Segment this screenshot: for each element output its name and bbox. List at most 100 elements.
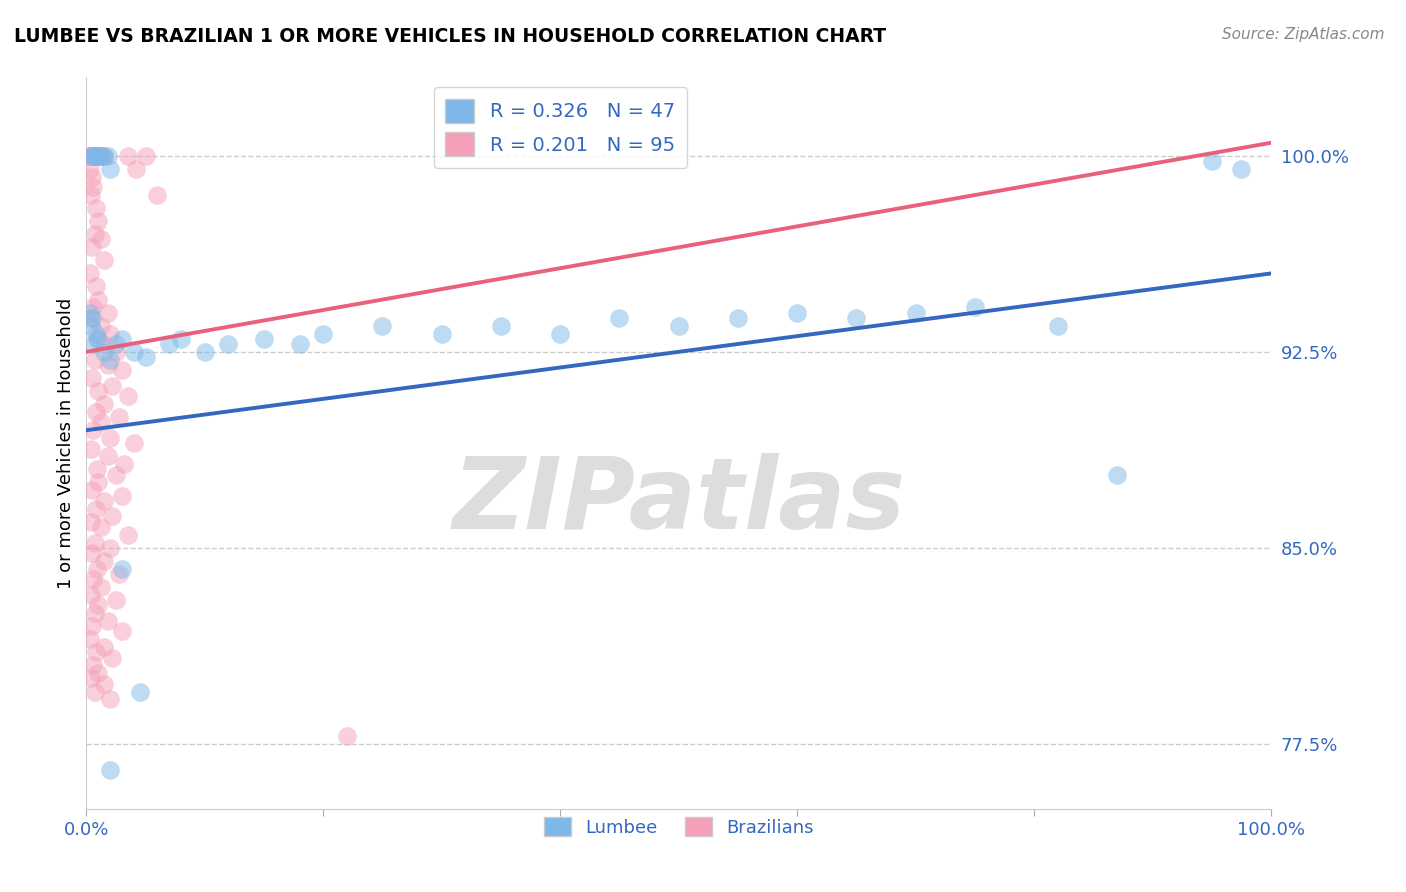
Point [87, 599, 110, 613]
Point [93, 149, 115, 163]
Point [1107, 467, 1129, 482]
Point [97, 450, 120, 464]
Point [84, 326, 107, 341]
Point [845, 310, 868, 325]
Y-axis label: 1 or more Vehicles in Household: 1 or more Vehicles in Household [58, 298, 75, 589]
Point [93, 640, 115, 654]
Text: LUMBEE VS BRAZILIAN 1 OR MORE VEHICLES IN HOUSEHOLD CORRELATION CHART: LUMBEE VS BRAZILIAN 1 OR MORE VEHICLES I… [14, 27, 886, 45]
Point [79, 267, 101, 281]
Point [104, 344, 127, 359]
Point [82, 483, 104, 498]
Point [111, 489, 134, 503]
Point [157, 337, 180, 351]
Point [87, 214, 110, 228]
Point [253, 332, 276, 346]
Point [89, 149, 111, 163]
Point [89, 232, 111, 246]
Point [83, 149, 105, 163]
Point [97, 614, 120, 628]
Point [82, 658, 104, 673]
Point [336, 729, 359, 743]
Point [98, 692, 121, 706]
Point [84, 201, 107, 215]
Point [80, 442, 103, 456]
Point [86, 562, 108, 576]
Point [117, 149, 139, 163]
Point [83, 606, 105, 620]
Point [80, 310, 103, 325]
Point [1230, 161, 1253, 176]
Point [98, 352, 121, 367]
Point [93, 397, 115, 411]
Point [82, 149, 104, 163]
Point [83, 149, 105, 163]
Point [82, 169, 104, 184]
Point [1046, 318, 1069, 333]
Point [97, 358, 120, 372]
Point [98, 431, 121, 445]
Point [87, 384, 110, 398]
Point [84, 501, 107, 516]
Point [104, 467, 127, 482]
Point [93, 337, 115, 351]
Point [82, 371, 104, 385]
Point [111, 332, 134, 346]
Point [80, 188, 103, 202]
Point [89, 318, 111, 333]
Point [82, 149, 104, 163]
Point [98, 326, 121, 341]
Point [122, 436, 145, 450]
Point [194, 344, 217, 359]
Point [87, 332, 110, 346]
Point [312, 326, 335, 341]
Point [146, 188, 169, 202]
Point [101, 509, 124, 524]
Point [430, 326, 453, 341]
Point [89, 520, 111, 534]
Point [89, 416, 111, 430]
Point [98, 763, 121, 777]
Point [93, 676, 115, 690]
Point [125, 161, 148, 176]
Point [371, 318, 394, 333]
Point [86, 149, 108, 163]
Point [79, 632, 101, 647]
Legend: Lumbee, Brazilians: Lumbee, Brazilians [537, 810, 821, 844]
Point [98, 541, 121, 555]
Point [84, 405, 107, 419]
Point [87, 293, 110, 307]
Point [90, 149, 112, 163]
Point [82, 149, 104, 163]
Point [83, 227, 105, 242]
Point [117, 389, 139, 403]
Point [79, 305, 101, 319]
Point [112, 457, 135, 471]
Point [82, 619, 104, 633]
Point [786, 305, 808, 319]
Point [82, 180, 104, 194]
Point [904, 305, 927, 319]
Point [80, 149, 103, 163]
Point [87, 149, 110, 163]
Point [82, 149, 104, 163]
Point [128, 684, 150, 698]
Point [93, 344, 115, 359]
Point [86, 149, 108, 163]
Point [963, 301, 986, 315]
Point [217, 337, 239, 351]
Point [93, 493, 115, 508]
Point [84, 149, 107, 163]
Point [83, 684, 105, 698]
Point [86, 462, 108, 476]
Point [108, 566, 131, 581]
Point [87, 149, 110, 163]
Point [135, 149, 157, 163]
Point [104, 593, 127, 607]
Point [83, 352, 105, 367]
Point [93, 149, 115, 163]
Point [80, 672, 103, 686]
Point [1201, 154, 1223, 169]
Point [101, 379, 124, 393]
Point [111, 363, 134, 377]
Point [82, 423, 104, 437]
